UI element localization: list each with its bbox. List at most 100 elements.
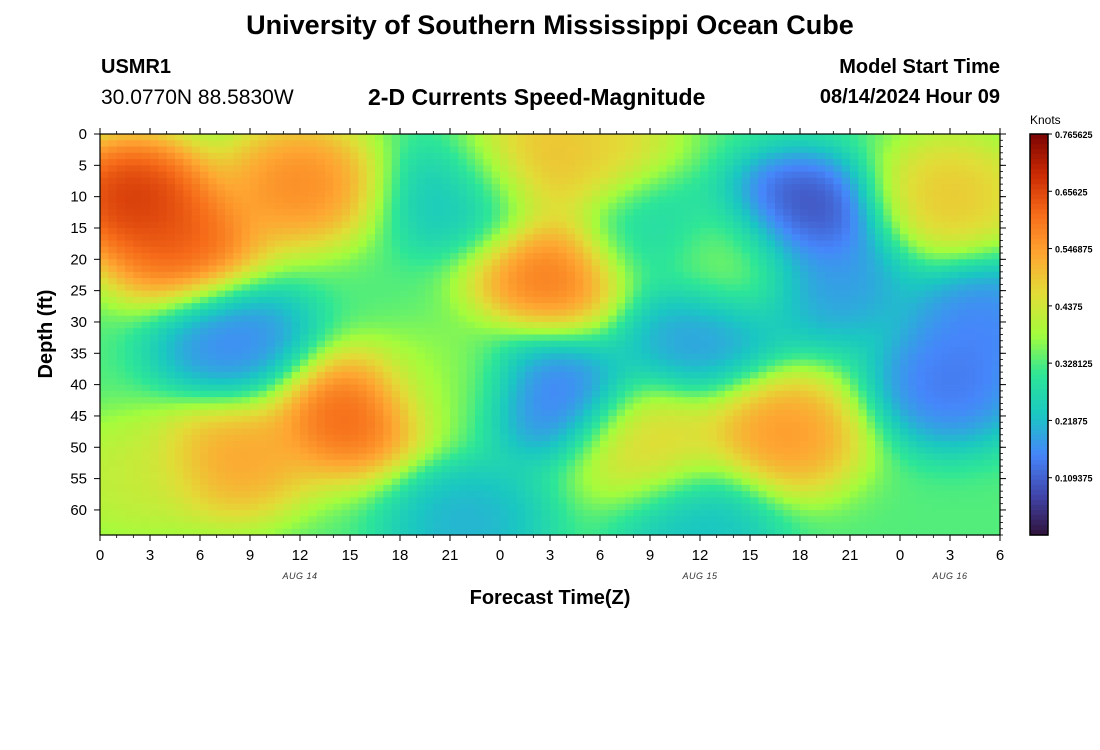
heatmap-cell xyxy=(283,347,293,354)
heatmap-cell xyxy=(975,215,984,223)
heatmap-cell xyxy=(616,196,626,204)
heatmap-cell xyxy=(316,397,326,405)
heatmap-cell xyxy=(858,303,868,311)
heatmap-cell xyxy=(300,365,309,373)
heatmap-cell xyxy=(525,196,534,204)
heatmap-cell xyxy=(575,152,584,160)
heatmap-cell xyxy=(358,190,368,198)
heatmap-cell xyxy=(566,347,576,354)
heatmap-cell xyxy=(816,209,826,217)
heatmap-cell xyxy=(575,184,584,191)
heatmap-cell xyxy=(400,403,409,411)
heatmap-cell xyxy=(658,134,668,141)
heatmap-cell xyxy=(858,202,868,210)
heatmap-cell xyxy=(575,347,584,354)
heatmap-cell xyxy=(333,271,343,279)
heatmap-cell xyxy=(350,353,359,361)
heatmap-cell xyxy=(916,334,926,342)
heatmap-cell xyxy=(533,140,543,148)
heatmap-cell xyxy=(666,334,676,342)
heatmap-cell xyxy=(525,390,534,398)
heatmap-cell xyxy=(216,177,226,185)
heatmap-cell xyxy=(133,184,143,191)
heatmap-cell xyxy=(425,284,434,292)
heatmap-cell xyxy=(175,384,184,392)
heatmap-cell xyxy=(116,190,126,198)
heatmap-cell xyxy=(700,253,709,260)
heatmap-cell xyxy=(191,409,201,417)
heatmap-cell xyxy=(400,146,409,154)
heatmap-cell xyxy=(725,227,734,235)
heatmap-cell xyxy=(150,278,159,285)
heatmap-cell xyxy=(941,334,951,342)
heatmap-cell xyxy=(666,415,676,423)
heatmap-cell xyxy=(650,378,659,386)
heatmap-cell xyxy=(550,278,559,285)
heatmap-cell xyxy=(466,202,476,210)
heatmap-cell xyxy=(366,159,376,166)
heatmap-cell xyxy=(100,284,109,292)
heatmap-cell xyxy=(583,259,593,267)
heatmap-cell xyxy=(866,209,876,217)
heatmap-cell xyxy=(100,315,109,323)
heatmap-cell xyxy=(575,372,584,379)
heatmap-cell xyxy=(133,134,143,141)
heatmap-cell xyxy=(741,140,751,148)
heatmap-cell xyxy=(791,221,801,229)
heatmap-cell xyxy=(416,253,426,260)
heatmap-cell xyxy=(416,134,426,141)
heatmap-cell xyxy=(816,378,826,386)
heatmap-cell xyxy=(208,253,218,260)
heatmap-cell xyxy=(741,365,751,373)
heatmap-cell xyxy=(833,140,843,148)
heatmap-cell xyxy=(758,215,768,223)
heatmap-cell xyxy=(991,177,1001,185)
heatmap-cell xyxy=(558,397,568,405)
heatmap-cell xyxy=(441,202,451,210)
heatmap-cell xyxy=(758,159,768,166)
heatmap-cell xyxy=(250,353,259,361)
heatmap-cell xyxy=(316,209,326,217)
heatmap-cell xyxy=(400,152,409,160)
heatmap-cell xyxy=(958,265,968,273)
heatmap-cell xyxy=(450,309,459,317)
heatmap-cell xyxy=(666,315,676,323)
heatmap-cell xyxy=(108,246,118,254)
heatmap-cell xyxy=(391,384,401,392)
heatmap-cell xyxy=(425,397,434,405)
heatmap-cell xyxy=(783,365,793,373)
heatmap-cell xyxy=(391,215,401,223)
heatmap-cell xyxy=(183,296,193,304)
heatmap-cell xyxy=(508,309,518,317)
heatmap-cell xyxy=(441,328,451,336)
heatmap-cell xyxy=(150,202,159,210)
heatmap-cell xyxy=(558,415,568,423)
heatmap-cell xyxy=(600,390,609,398)
heatmap-cell xyxy=(350,384,359,392)
heatmap-cell xyxy=(750,253,759,260)
heatmap-cell xyxy=(166,196,176,204)
heatmap-cell xyxy=(916,140,926,148)
heatmap-cell xyxy=(950,140,959,148)
heatmap-cell xyxy=(725,165,734,173)
heatmap-cell xyxy=(383,202,393,210)
heatmap-cell xyxy=(833,365,843,373)
heatmap-cell xyxy=(925,253,934,260)
heatmap-cell xyxy=(300,403,309,411)
heatmap-cell xyxy=(141,397,151,405)
heatmap-cell xyxy=(125,347,134,354)
heatmap-cell xyxy=(608,140,618,148)
heatmap-cell xyxy=(291,334,301,342)
heatmap-cell xyxy=(183,372,193,379)
heatmap-cell xyxy=(825,271,834,279)
heatmap-cell xyxy=(183,353,193,361)
heatmap-cell xyxy=(225,347,234,354)
heatmap-cell xyxy=(383,353,393,361)
heatmap-cell xyxy=(950,271,959,279)
heatmap-cell xyxy=(800,259,809,267)
heatmap-cell xyxy=(825,384,834,392)
heatmap-cell xyxy=(916,196,926,204)
heatmap-cell xyxy=(141,202,151,210)
heatmap-cell xyxy=(883,328,893,336)
heatmap-cell xyxy=(866,271,876,279)
